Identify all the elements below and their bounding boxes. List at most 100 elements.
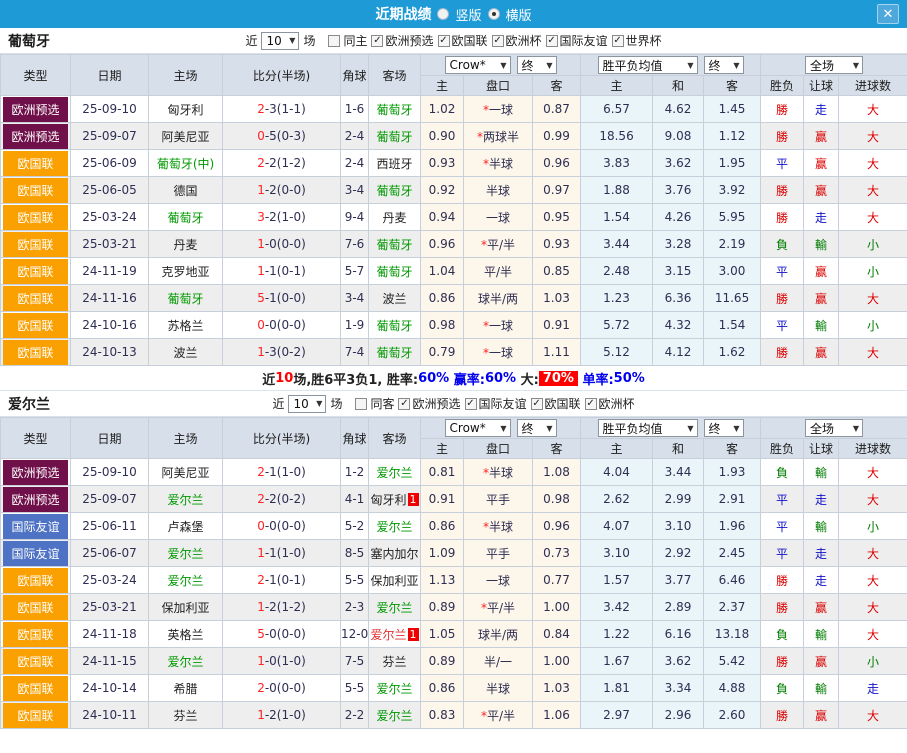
odds-home: 0.89 xyxy=(420,647,464,675)
handicap-name: 半球 xyxy=(488,465,513,480)
match-type: 欧国联 xyxy=(0,593,71,621)
competition-label[interactable]: 欧洲杯 xyxy=(598,397,635,411)
same-venue-label[interactable]: 同客 xyxy=(370,397,395,411)
close-button[interactable]: ✕ xyxy=(877,4,899,24)
result-handicap: 走 xyxy=(803,485,840,513)
home-team-name: 德国 xyxy=(173,183,198,198)
score-home-goals: 0 xyxy=(257,519,265,533)
avg-select[interactable]: 胜平负均值 ▼ xyxy=(597,419,698,437)
competition-label[interactable]: 欧国联 xyxy=(451,34,488,48)
chevron-down-icon: ▼ xyxy=(687,423,694,433)
odds-away: 0.84 xyxy=(531,620,582,648)
odds-company-select[interactable]: Crow* ▼ xyxy=(444,419,511,437)
away-team: 葡萄牙 xyxy=(368,311,421,339)
vertical-view-radio[interactable] xyxy=(437,8,450,20)
competition-label[interactable]: 欧国联 xyxy=(544,397,581,411)
match-type: 欧国联 xyxy=(0,284,71,312)
handicap-name: 平/半 xyxy=(486,237,516,252)
competition-label[interactable]: 国际友谊 xyxy=(559,34,608,48)
away-team-name: 葡萄牙 xyxy=(376,345,413,360)
competition-checkbox[interactable]: ✓ xyxy=(491,34,504,47)
competition-label[interactable]: 欧洲预选 xyxy=(385,34,434,48)
competition-label[interactable]: 世界杯 xyxy=(625,34,662,48)
same-venue-checkbox[interactable] xyxy=(328,34,341,47)
away-team: 保加利亚 xyxy=(368,566,421,594)
competition-checkbox[interactable]: ✓ xyxy=(545,34,558,47)
vertical-view-label[interactable]: 竖版 xyxy=(455,8,482,24)
odds-stage-select[interactable]: 终 ▼ xyxy=(516,56,557,74)
avg-select[interactable]: 胜平负均值 ▼ xyxy=(597,56,698,74)
competition-checkbox[interactable]: ✓ xyxy=(437,34,450,47)
match-count-select[interactable]: 10 ▼ xyxy=(288,394,327,413)
odds-handicap: 一球 xyxy=(463,203,533,231)
competition-label[interactable]: 欧洲预选 xyxy=(412,397,461,411)
avg-stage-select[interactable]: 终 ▼ xyxy=(703,56,744,74)
score-home-goals: 2 xyxy=(257,681,265,695)
type-badge: 欧国联 xyxy=(3,594,68,620)
home-team: 葡萄牙 xyxy=(148,284,223,312)
corner-score: 1-9 xyxy=(340,311,369,339)
scope-select[interactable]: 全场 ▼ xyxy=(805,56,864,74)
home-team-name: 葡萄牙 xyxy=(167,291,204,306)
away-team: 爱尔兰 xyxy=(368,674,421,702)
handicap-name: 半球 xyxy=(488,519,513,534)
corner-score: 7-5 xyxy=(340,647,369,675)
odds-home: 1.09 xyxy=(420,539,464,567)
competition-checkbox[interactable]: ✓ xyxy=(530,397,543,410)
score-home-goals: 1 xyxy=(257,654,265,668)
score-rest: -3(0-2) xyxy=(264,345,306,359)
competition-checkbox[interactable]: ✓ xyxy=(464,397,477,410)
same-venue-checkbox[interactable] xyxy=(355,397,368,410)
competition-checkbox[interactable]: ✓ xyxy=(371,34,384,47)
same-venue-label[interactable]: 同主 xyxy=(343,34,368,48)
match-score: 0-0(0-0) xyxy=(222,311,341,339)
filter-controls: 近 10 ▼ 场同客 ✓ 欧洲预选 ✓ 国际友谊 ✓ 欧国联 ✓ 欧洲杯 xyxy=(271,394,635,413)
match-row: 欧国联 24-11-19 克罗地亚 1-1(0-1) 5-7 葡萄牙 1.04 平/半 0.85… xyxy=(0,257,907,285)
odds-home: 1.05 xyxy=(420,620,464,648)
corner-score: 1-2 xyxy=(340,458,369,486)
result-winlose: 勝 xyxy=(760,701,805,729)
avg-stage-select[interactable]: 终 ▼ xyxy=(703,419,744,437)
result-goals: 大 xyxy=(838,620,907,648)
column-header-type: 类型 xyxy=(0,417,71,459)
odds-handicap: 半球 xyxy=(463,176,533,204)
result-handicap: 赢 xyxy=(803,176,840,204)
odds-company-select[interactable]: Crow* ▼ xyxy=(444,56,511,74)
home-team: 爱尔兰 xyxy=(148,647,223,675)
competition-label[interactable]: 国际友谊 xyxy=(478,397,527,411)
competition-checkbox[interactable]: ✓ xyxy=(611,34,624,47)
summary-segment: 近 xyxy=(262,372,276,388)
match-type: 欧国联 xyxy=(0,230,71,258)
team-section-ireland: 爱尔兰近 10 ▼ 场同客 ✓ 欧洲预选 ✓ 国际友谊 ✓ 欧国联 ✓ 欧洲杯 类型 日期 主场 比分(半场)… xyxy=(0,391,907,729)
odds-home: 0.90 xyxy=(420,122,464,150)
corner-score: 2-4 xyxy=(340,122,369,150)
odds-stage-select[interactable]: 终 ▼ xyxy=(516,419,557,437)
handicap-name: 平手 xyxy=(485,492,510,507)
match-score: 1-0(0-0) xyxy=(222,230,341,258)
match-count-select[interactable]: 10 ▼ xyxy=(261,31,300,50)
competition-label[interactable]: 欧洲杯 xyxy=(505,34,542,48)
home-team-name: 丹麦 xyxy=(173,237,198,252)
scope-select[interactable]: 全场 ▼ xyxy=(805,419,864,437)
header-sub-row: 主盘口客主和客胜负 让球 进球数 xyxy=(1,438,907,459)
avg-home: 1.81 xyxy=(580,674,654,702)
competition-checkbox[interactable]: ✓ xyxy=(398,397,411,410)
chevron-down-icon: ▼ xyxy=(289,36,296,45)
match-row: 欧洲预选 25-09-10 匈牙利 2-3(1-1) 1-6 葡萄牙 1.02 *一球 0.87… xyxy=(0,95,907,123)
match-score: 2-1(0-1) xyxy=(222,566,341,594)
score-home-goals: 3 xyxy=(257,210,265,224)
match-date: 24-11-19 xyxy=(70,257,149,285)
odds-home: 0.81 xyxy=(420,458,464,486)
away-team-name: 爱尔兰 xyxy=(376,681,413,696)
corner-score: 4-1 xyxy=(340,485,369,513)
horizontal-view-radio[interactable] xyxy=(487,8,500,20)
matches-label: 场 xyxy=(303,34,316,48)
column-header-result-handicap: 让球 xyxy=(803,75,840,96)
horizontal-view-label[interactable]: 横版 xyxy=(505,8,532,24)
home-team: 匈牙利 xyxy=(148,95,223,123)
avg-away: 1.45 xyxy=(703,95,762,123)
match-row: 欧国联 24-11-18 英格兰 5-0(0-0) 12-0 爱尔兰 1 1.05 球半/两 0.… xyxy=(0,620,907,648)
away-team-name: 匈牙利 xyxy=(370,492,407,507)
competition-checkbox[interactable]: ✓ xyxy=(584,397,597,410)
odds-away: 1.06 xyxy=(531,701,582,729)
